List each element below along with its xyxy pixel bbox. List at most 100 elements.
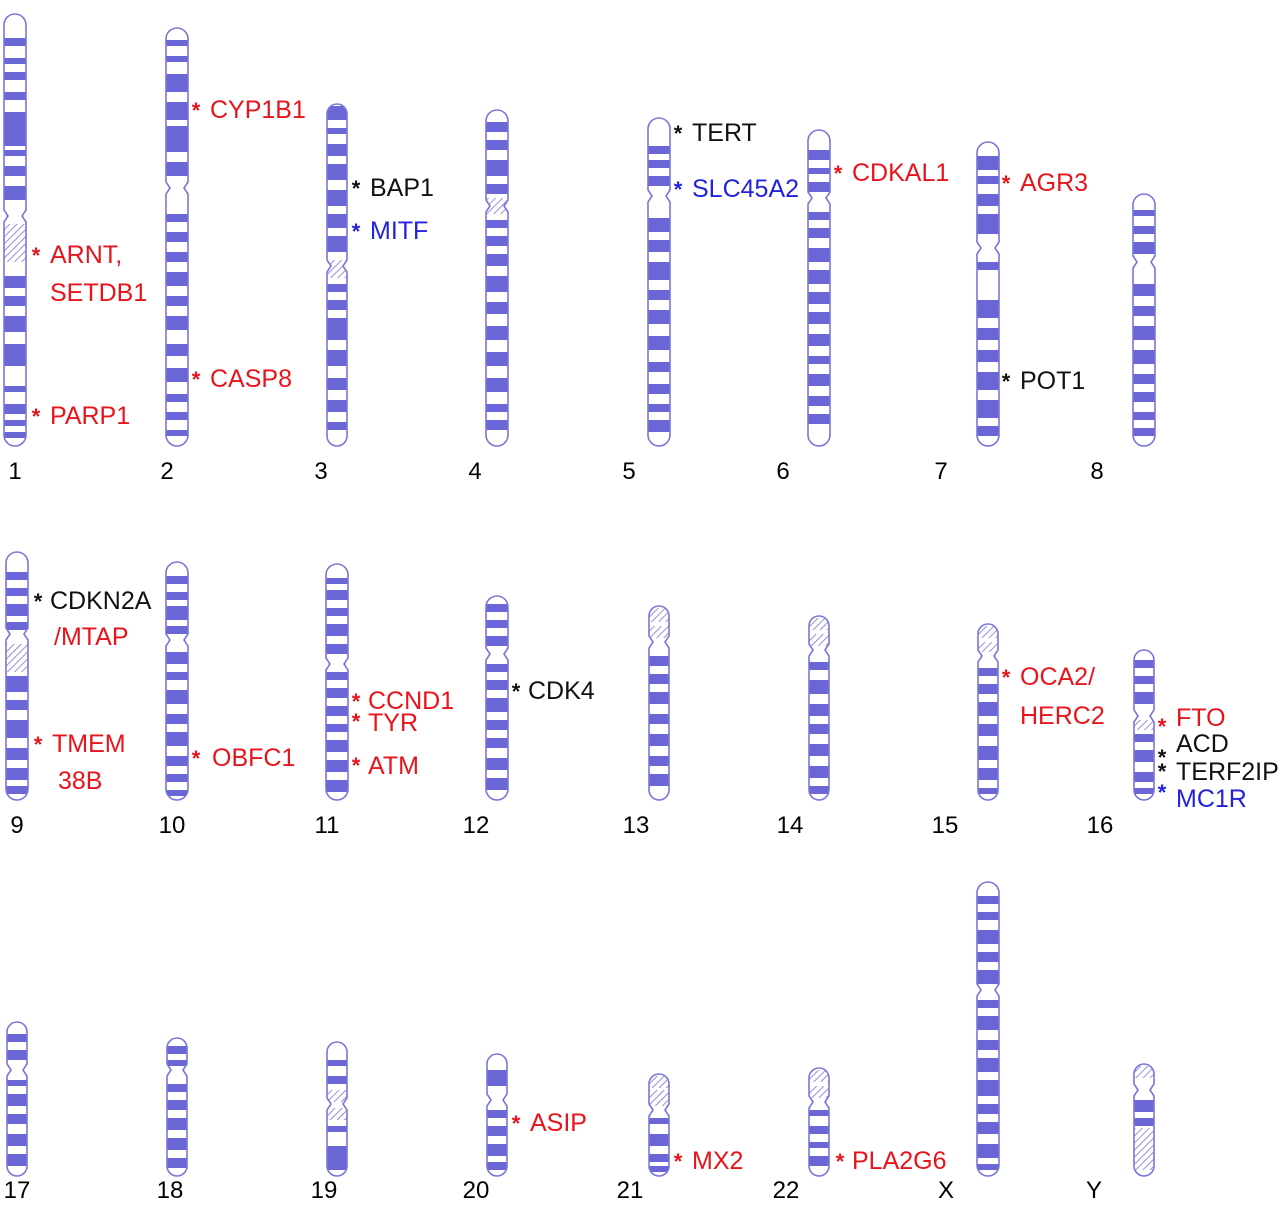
band	[977, 328, 999, 340]
band	[808, 182, 830, 192]
band	[977, 1040, 999, 1050]
band	[648, 404, 670, 412]
band	[7, 1034, 27, 1042]
band	[327, 350, 347, 366]
chromosome-6: 6 * CDKAL1	[776, 129, 949, 485]
chromosome-18: 18	[157, 1037, 188, 1204]
heterochromatin-band	[649, 626, 669, 638]
band	[327, 378, 347, 390]
chromosome-12: 12 * CDK4	[463, 595, 595, 839]
band	[648, 240, 670, 252]
gene-marker-mx2: * MX2	[674, 1147, 744, 1175]
band	[486, 698, 508, 712]
band	[1133, 306, 1155, 316]
gene-marker-terf2ip: * TERF2IP	[1158, 758, 1279, 786]
band	[6, 622, 28, 630]
asterisk-icon: *	[674, 121, 683, 146]
band	[977, 156, 999, 170]
heterochromatin-band	[327, 260, 347, 278]
band	[327, 284, 347, 292]
band	[809, 662, 829, 670]
band	[486, 420, 508, 430]
band	[648, 146, 670, 154]
chromosome-number: 4	[468, 458, 481, 485]
band	[327, 128, 347, 134]
band	[808, 356, 830, 364]
band	[327, 214, 347, 228]
band	[486, 236, 508, 246]
gene-marker-obfc1: * OBFC1	[192, 744, 296, 772]
band	[166, 344, 188, 356]
band	[977, 176, 999, 184]
gene-marker-oca2: * OCA2/HERC2	[1002, 663, 1105, 730]
band	[4, 344, 26, 366]
asterisk-icon: *	[512, 1111, 521, 1136]
gene-marker-parp1: * PARP1	[32, 402, 130, 430]
heterochromatin-band	[1134, 1128, 1154, 1170]
band	[649, 774, 669, 786]
band	[166, 732, 188, 746]
band	[166, 252, 188, 262]
band	[1133, 350, 1155, 364]
band	[808, 312, 830, 324]
band	[4, 276, 26, 288]
band	[977, 300, 999, 318]
band	[1133, 242, 1155, 254]
band	[1134, 788, 1154, 794]
chromosome-number: 11	[315, 812, 340, 839]
band	[4, 386, 26, 392]
band	[4, 38, 26, 46]
band	[326, 624, 348, 636]
band	[808, 374, 830, 386]
asterisk-icon: *	[1158, 745, 1167, 770]
asterisk-icon: *	[674, 177, 683, 202]
chromosome-7: 7 * AGR3 * POT1	[934, 141, 1088, 485]
band	[326, 608, 348, 616]
asterisk-icon: *	[352, 219, 361, 244]
gene-marker-agr3: * AGR3	[1002, 169, 1088, 197]
band	[486, 620, 508, 628]
band	[6, 786, 28, 794]
gene-label: ASIP	[530, 1109, 587, 1137]
chromosome-11: 11 * CCND1 * TYR * ATM	[315, 563, 454, 839]
chromosome-10: 10 * OBFC1	[159, 561, 296, 839]
heterochromatin-band	[1134, 720, 1154, 730]
band	[4, 420, 26, 426]
band	[1134, 1100, 1154, 1112]
band	[1134, 676, 1154, 684]
asterisk-icon: *	[352, 689, 361, 714]
band	[166, 102, 188, 120]
band	[166, 232, 188, 242]
band	[808, 414, 830, 424]
gene-label: CDKAL1	[852, 159, 949, 187]
band	[7, 1114, 27, 1124]
band	[808, 270, 830, 284]
band	[487, 1144, 507, 1156]
band	[486, 122, 508, 132]
band	[648, 384, 670, 394]
band	[327, 236, 347, 252]
gene-marker-bap1: * BAP1	[352, 174, 434, 202]
asterisk-icon: *	[836, 1149, 845, 1174]
band	[486, 140, 508, 150]
band	[978, 668, 998, 676]
gene-marker-acd: * ACD	[1158, 730, 1229, 770]
chromosome-number: 8	[1090, 458, 1103, 485]
band	[167, 1084, 187, 1092]
band	[808, 228, 830, 238]
band	[487, 1110, 507, 1118]
band	[326, 688, 348, 698]
band	[487, 1126, 507, 1136]
band	[326, 578, 348, 584]
gene-label: 38B	[58, 767, 102, 795]
band	[1133, 412, 1155, 420]
band	[1133, 374, 1155, 384]
band	[808, 212, 830, 220]
chromosome-13: 13	[623, 605, 670, 839]
band	[326, 706, 348, 716]
band	[327, 300, 347, 310]
band	[167, 1158, 187, 1168]
asterisk-icon: *	[192, 367, 201, 392]
gene-label: CASP8	[210, 365, 292, 393]
